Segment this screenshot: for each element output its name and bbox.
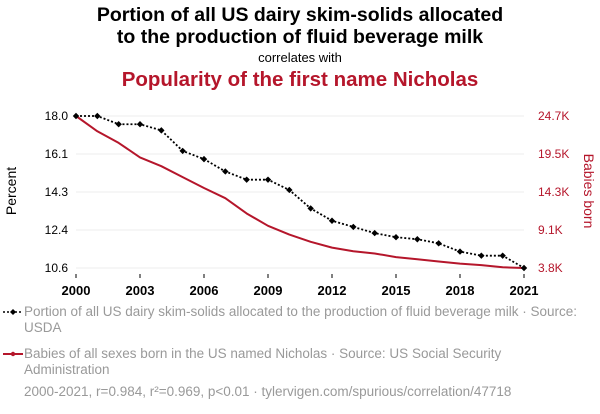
- legend-label-series-1: Portion of all US dairy skim-solids allo…: [24, 304, 578, 335]
- series-1-point: [414, 236, 421, 243]
- chart-title-line-2: to the production of fluid beverage milk: [116, 26, 484, 48]
- x-tick-label: 2003: [126, 283, 155, 298]
- x-tick-label: 2006: [190, 283, 219, 298]
- y-axis-label-left: Percent: [3, 167, 19, 215]
- series-1-point: [371, 229, 378, 237]
- series-1-point: [456, 248, 464, 255]
- chart-title-secondary: Popularity of the first name Nicholas: [121, 68, 479, 91]
- series-1-point: [264, 176, 272, 183]
- right-tick-label: 9.1K: [538, 223, 563, 237]
- x-tick-label: 2009: [254, 283, 283, 298]
- legend-item-series-1: Portion of all US dairy skim-solids allo…: [0, 304, 600, 336]
- series-1-point: [435, 240, 442, 247]
- left-axis-ticks: 18.0 16.1 14.3 12.4 10.6: [45, 109, 69, 275]
- grid-lines: [76, 115, 524, 269]
- series-1-point: [499, 252, 506, 259]
- series-1-point: [179, 147, 186, 155]
- series-1-point: [328, 217, 336, 224]
- series-1-point: [350, 223, 357, 231]
- series-1-point: [286, 186, 293, 194]
- series-1-point: [136, 121, 144, 128]
- chart-area: 18.0 16.1 14.3 12.4 10.6 24.7K 19.5K 14.3K 9.1K…: [3, 109, 597, 298]
- x-tick-label: 2021: [510, 283, 539, 298]
- series-1-point: [307, 205, 314, 212]
- left-tick-label: 14.3: [45, 185, 69, 199]
- series-1-point: [200, 155, 208, 163]
- series-1-point: [222, 168, 229, 175]
- x-tick-label: 2000: [62, 283, 91, 298]
- right-tick-label: 14.3K: [538, 185, 569, 199]
- left-tick-label: 16.1: [45, 147, 69, 161]
- chart-title-line-1: Portion of all US dairy skim-solids allo…: [96, 4, 504, 26]
- x-tick-label: 2012: [318, 283, 347, 298]
- left-tick-label: 18.0: [45, 109, 69, 123]
- series-1-point: [115, 121, 122, 128]
- series-1-point: [72, 112, 80, 120]
- left-tick-label: 10.6: [45, 261, 69, 275]
- footer-stats: 2000-2021, r=0.984, r²=0.969, p<0.01 · t…: [24, 384, 512, 399]
- legend-marker-dotted-diamond-icon: [3, 309, 23, 315]
- series-markers: [72, 112, 528, 272]
- x-tick-label: 2018: [446, 283, 475, 298]
- right-tick-label: 24.7K: [538, 109, 569, 123]
- series-lines: [75, 115, 525, 269]
- legend-label-series-2: Babies of all sexes born in the US named…: [24, 346, 502, 377]
- right-tick-label: 19.5K: [538, 147, 569, 161]
- x-axis-ticks: 2000 2003 2006 2009 2012 2015 2018 2021: [62, 274, 539, 298]
- series-1-point: [392, 233, 400, 241]
- right-axis-ticks: 24.7K 19.5K 14.3K 9.1K 3.8K: [538, 109, 569, 275]
- left-tick-label: 12.4: [45, 223, 69, 237]
- series-1-line: [76, 115, 525, 269]
- series-1-point: [158, 127, 165, 134]
- y-axis-label-right: Babies born: [581, 154, 597, 229]
- series-2-line: [75, 115, 525, 269]
- series-1-point: [520, 264, 528, 272]
- correlates-with-label: correlates with: [258, 50, 342, 65]
- legend-marker-solid-line-icon: [3, 351, 23, 357]
- series-1-point: [94, 112, 101, 120]
- series-1-point: [478, 252, 485, 259]
- right-tick-label: 3.8K: [538, 261, 563, 275]
- series-1-point: [243, 176, 250, 183]
- x-tick-label: 2015: [382, 283, 411, 298]
- legend-item-series-2: Babies of all sexes born in the US named…: [0, 346, 600, 378]
